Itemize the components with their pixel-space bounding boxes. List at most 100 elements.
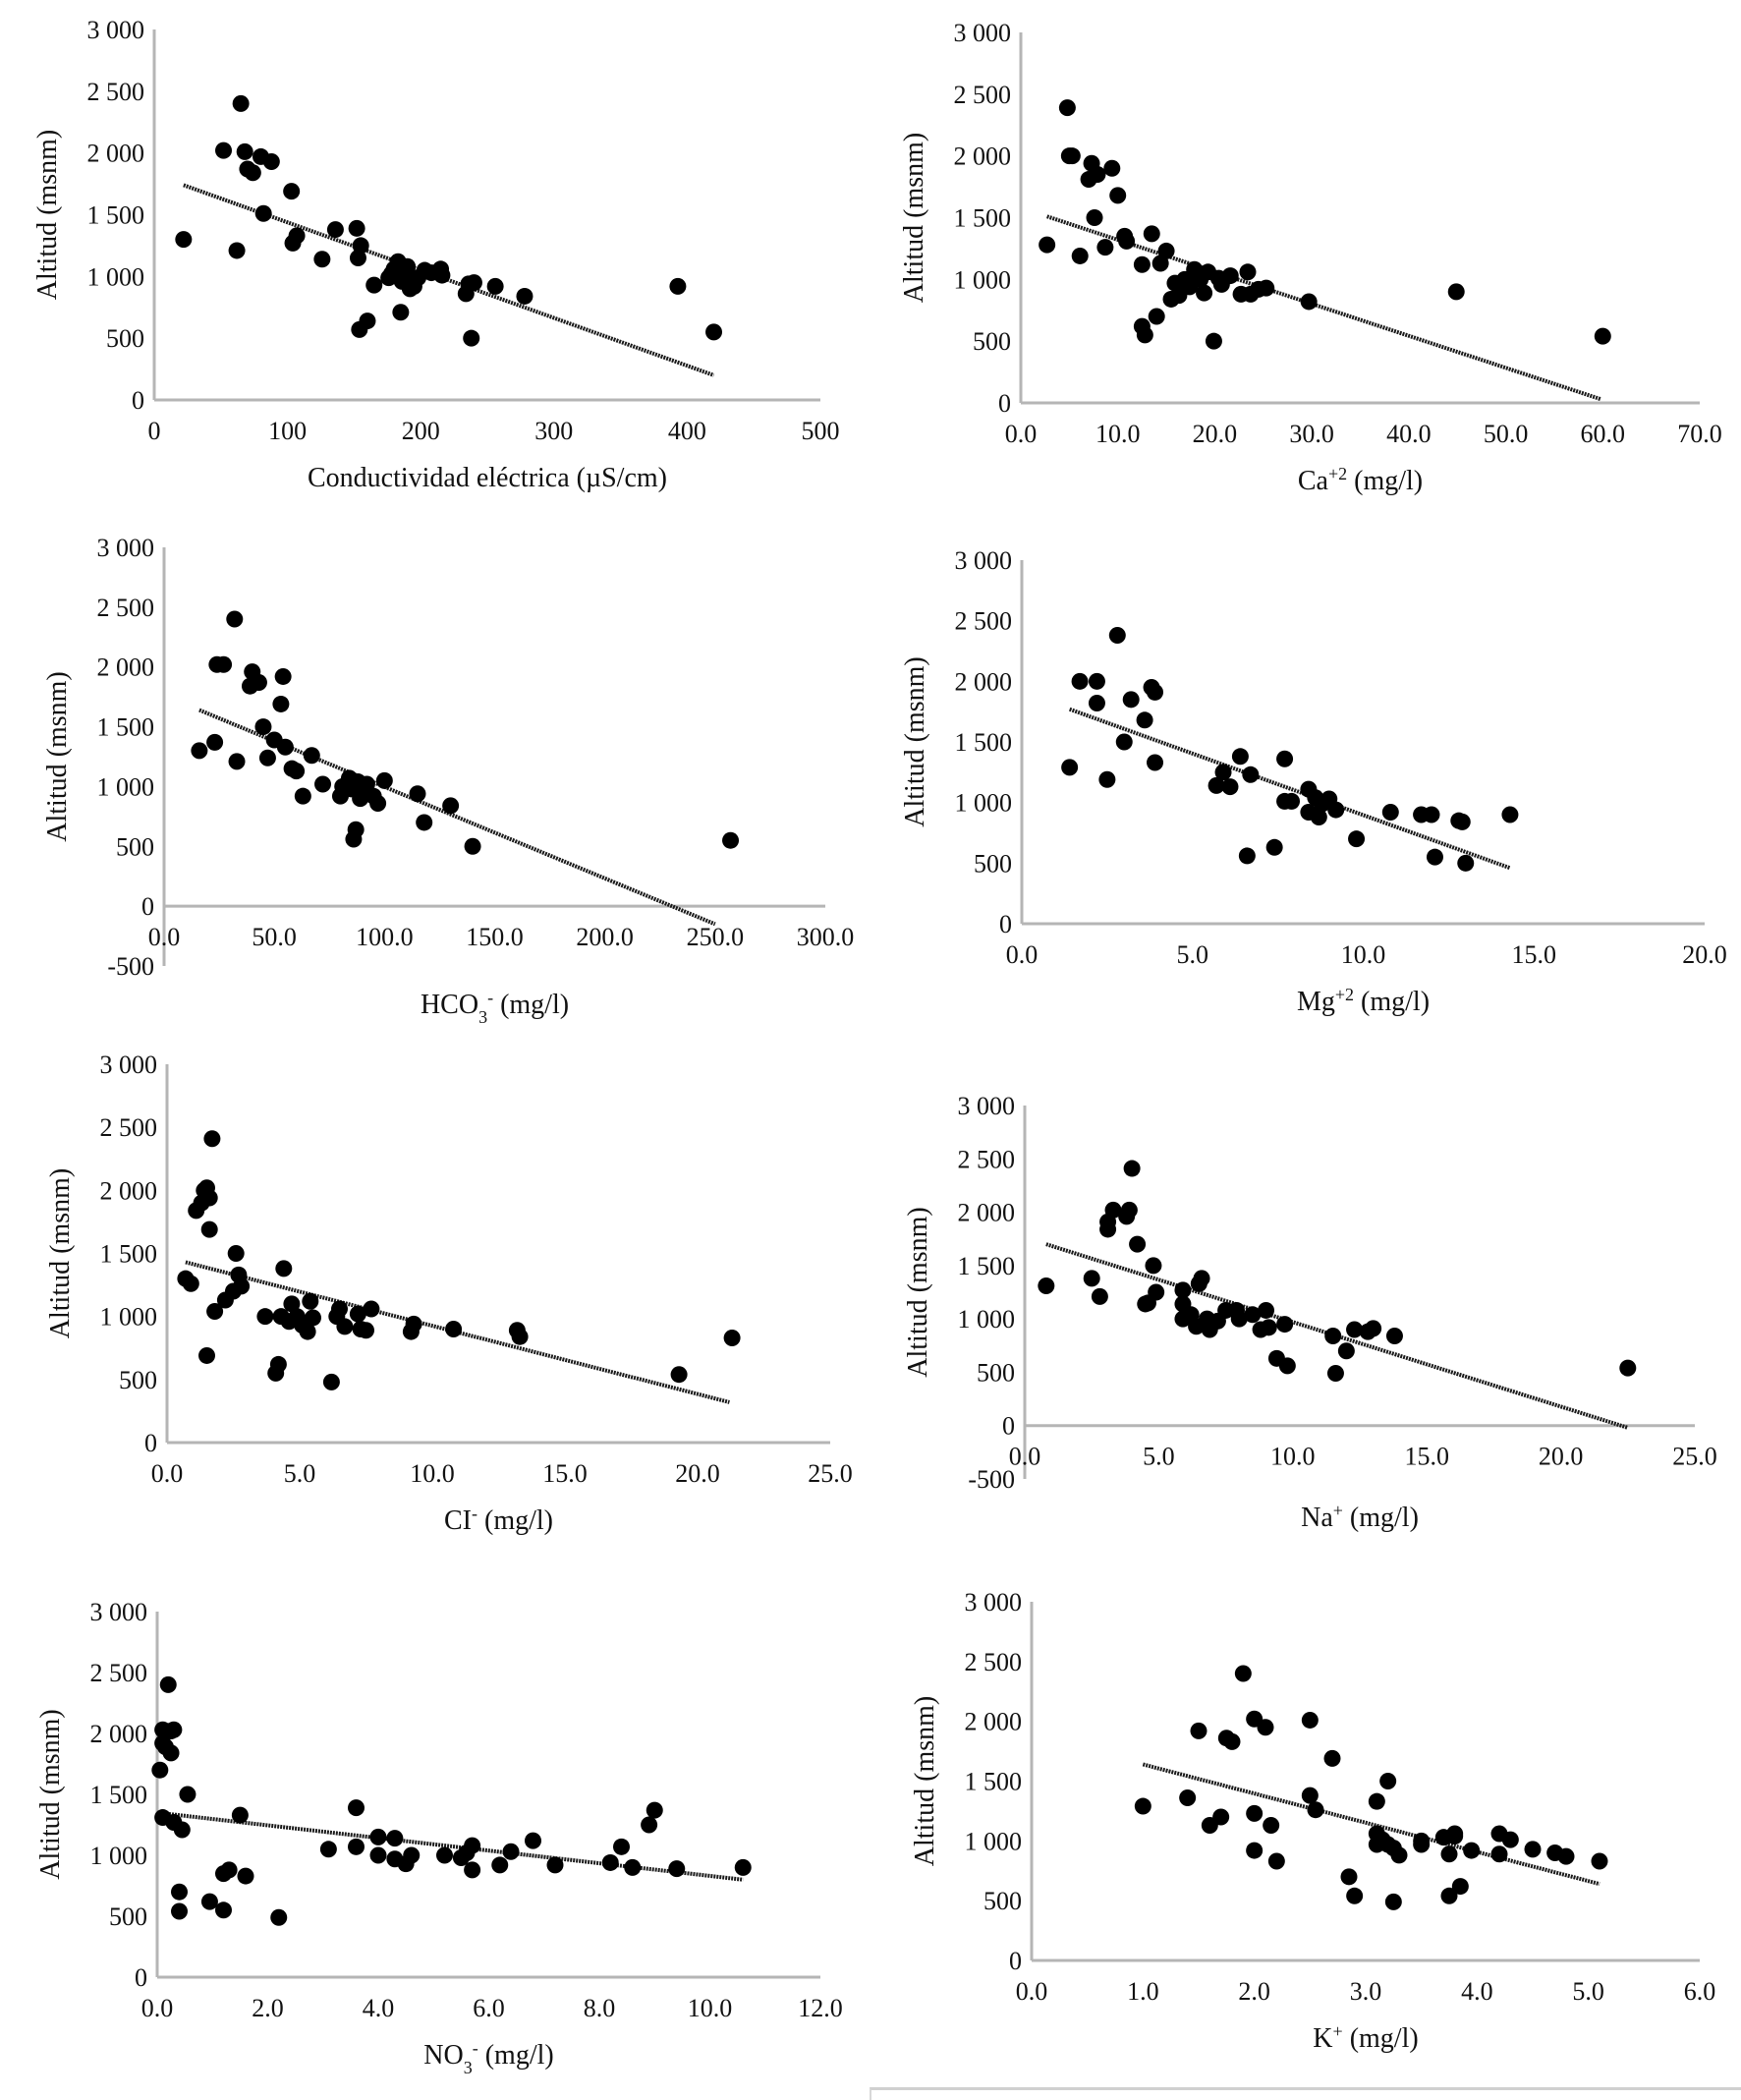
y-tick-label: -500 xyxy=(968,1465,1015,1494)
data-point xyxy=(1039,236,1056,254)
data-point xyxy=(601,1853,619,1871)
y-axis-title: Altitud (msnm) xyxy=(900,656,930,826)
data-point xyxy=(179,1786,197,1803)
x-tick-label: 100.0 xyxy=(356,923,414,951)
data-point xyxy=(206,733,224,751)
x-tick-label: 15.0 xyxy=(1404,1443,1449,1471)
data-point xyxy=(1089,166,1106,184)
x-tick-label: 25.0 xyxy=(808,1459,853,1488)
data-point xyxy=(525,1832,541,1849)
data-point xyxy=(1365,1320,1382,1337)
x-tick-label: 2.0 xyxy=(1238,1977,1270,2006)
data-point xyxy=(1179,1789,1197,1807)
data-point xyxy=(486,277,504,295)
x-tick-label: 200 xyxy=(402,417,440,445)
x-tick-label: 20.0 xyxy=(1682,940,1727,969)
data-point xyxy=(511,1328,529,1345)
x-tick-label: 500 xyxy=(802,417,840,445)
y-axis-title: Altitud (msnm) xyxy=(32,130,63,300)
data-point xyxy=(464,837,481,855)
data-point xyxy=(1278,1357,1296,1375)
x-axis-title: K+ (mg/l) xyxy=(1313,2021,1418,2054)
y-tick-label: 1 000 xyxy=(100,1303,158,1332)
data-point xyxy=(1323,1749,1341,1767)
data-point xyxy=(375,771,393,789)
x-tick-label: 200.0 xyxy=(576,923,634,951)
x-axis-title-part: + xyxy=(1333,1501,1343,1520)
y-tick-label: 2 500 xyxy=(87,78,145,106)
data-point xyxy=(1267,1852,1285,1870)
data-point xyxy=(1300,293,1318,311)
x-tick-label: 15.0 xyxy=(542,1459,588,1488)
y-tick-label: 1 500 xyxy=(87,201,145,230)
data-point xyxy=(215,1901,232,1919)
x-tick-label: 400 xyxy=(668,417,706,445)
data-point xyxy=(319,1841,337,1858)
data-point xyxy=(313,251,331,268)
data-point xyxy=(270,1908,288,1926)
data-point xyxy=(1258,279,1275,297)
x-axis-title-part: 3 xyxy=(464,2058,473,2077)
data-point xyxy=(1301,1711,1319,1729)
data-point xyxy=(359,312,376,330)
data-point xyxy=(1147,683,1164,701)
data-point xyxy=(1239,263,1257,281)
data-point xyxy=(358,1322,374,1339)
data-point xyxy=(1423,806,1440,823)
data-point xyxy=(734,1858,752,1876)
x-axis-title-part: (mg/l) xyxy=(1347,466,1423,496)
data-point xyxy=(228,242,246,259)
data-point xyxy=(1091,1287,1108,1305)
data-point xyxy=(624,1858,642,1876)
y-tick-label: 0 xyxy=(1002,1412,1015,1441)
y-tick-label: 1 000 xyxy=(955,789,1013,818)
x-tick-label: 1.0 xyxy=(1127,1977,1159,2006)
x-tick-label: 0.0 xyxy=(1006,940,1039,969)
y-tick-label: 0 xyxy=(132,386,144,415)
data-point xyxy=(1096,239,1114,256)
data-point xyxy=(1103,159,1121,177)
data-point xyxy=(1385,1328,1403,1345)
data-point xyxy=(237,1867,254,1885)
data-point xyxy=(669,277,687,295)
data-point xyxy=(331,1300,348,1318)
data-point xyxy=(171,1902,188,1920)
x-axis-title-part: - xyxy=(473,2038,478,2058)
x-tick-label: 0.0 xyxy=(141,1994,174,2022)
data-point xyxy=(1221,267,1239,285)
data-point xyxy=(215,142,233,159)
x-tick-label: 0.0 xyxy=(1005,420,1038,448)
y-tick-label: 0 xyxy=(144,1429,157,1457)
y-tick-label: 3 000 xyxy=(90,1598,148,1626)
y-tick-label: 3 000 xyxy=(965,1588,1023,1617)
x-tick-label: 10.0 xyxy=(1270,1443,1316,1471)
data-point xyxy=(1263,1817,1280,1835)
data-point xyxy=(215,655,233,673)
panel-k: 0 500 1 000 1 500 2 000 2 500 3 000 0.0 1.0 2.0 3.… xyxy=(910,1588,1715,2054)
panel-na: -500 0 500 1 000 1 500 2 000 2 500 3 000 0.0 5.0 1… xyxy=(903,1092,1717,1533)
data-point xyxy=(1446,1827,1464,1845)
x-tick-label: 20.0 xyxy=(1193,420,1238,448)
data-point xyxy=(1244,1306,1262,1324)
x-tick-label: 25.0 xyxy=(1672,1443,1717,1471)
data-point xyxy=(369,1828,387,1845)
y-tick-label: 1 500 xyxy=(100,1240,158,1269)
data-point xyxy=(1379,1773,1397,1789)
data-point xyxy=(348,219,365,237)
y-axis-title: Altitud (msnm) xyxy=(899,133,929,303)
data-point xyxy=(670,1366,688,1384)
data-point xyxy=(1129,1235,1147,1253)
data-point xyxy=(1148,1283,1165,1301)
y-tick-label: 3 000 xyxy=(958,1092,1016,1120)
data-point xyxy=(416,814,433,831)
data-point xyxy=(1143,225,1160,243)
data-point xyxy=(436,1846,453,1864)
data-point xyxy=(1384,1893,1402,1910)
data-point xyxy=(314,775,332,793)
panel-hco3: -500 0 500 1 000 1 500 2 000 2 500 3 000 0.0 50.0… xyxy=(42,534,854,1027)
data-point xyxy=(1453,813,1471,830)
x-axis-title-part: K xyxy=(1313,2023,1332,2054)
data-point xyxy=(1265,838,1283,856)
x-tick-label: 4.0 xyxy=(363,1994,395,2022)
data-point xyxy=(399,257,417,275)
